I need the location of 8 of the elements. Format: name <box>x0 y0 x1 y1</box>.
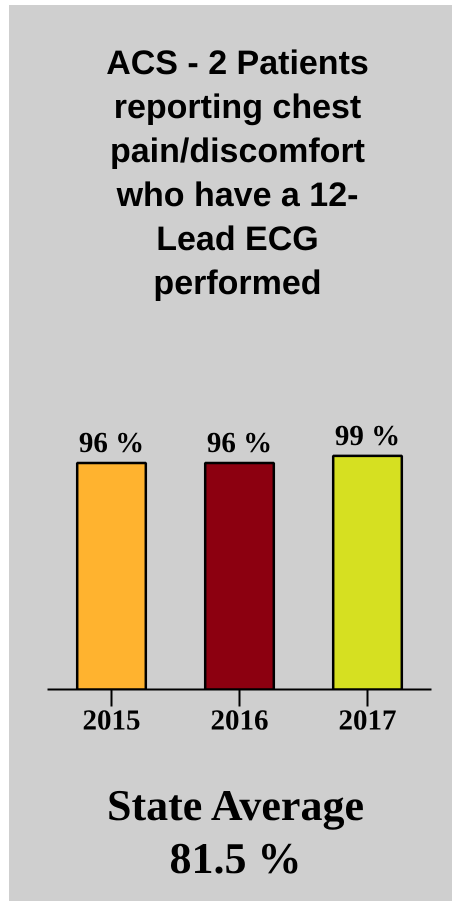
chart-title: ACS - 2 Patients reporting chest pain/discomfort who have a 12-Lead ECG performed <box>105 43 369 304</box>
x-tick-label: 2015 <box>82 704 140 736</box>
data-label: 96 % <box>78 426 144 459</box>
data-label: 96 % <box>206 426 272 459</box>
data-label: 99 % <box>334 420 400 452</box>
x-tick-label: 2016 <box>210 704 268 736</box>
x-tick-label: 2017 <box>338 704 396 736</box>
text: State Average 81.5 % <box>107 780 364 885</box>
